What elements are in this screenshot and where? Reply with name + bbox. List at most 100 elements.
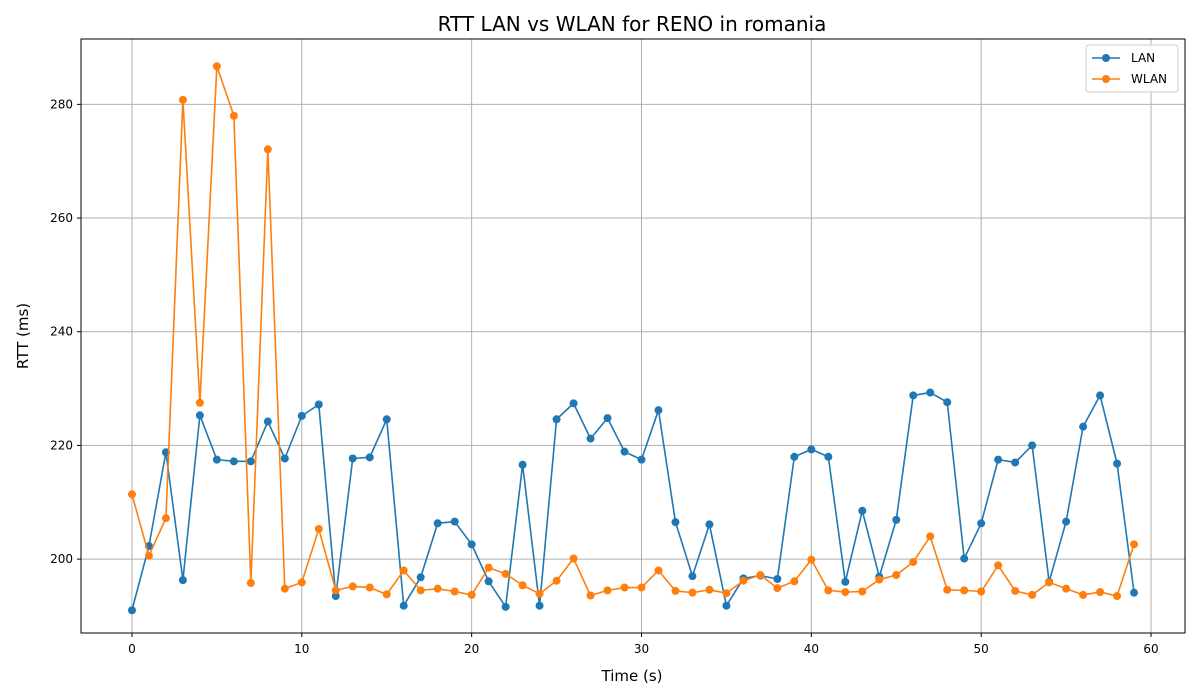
- data-point-lan: [620, 447, 629, 456]
- data-point-wlan: [382, 590, 391, 599]
- data-point-wlan: [773, 584, 782, 593]
- data-point-lan: [977, 519, 986, 528]
- data-point-wlan: [705, 585, 714, 594]
- data-point-lan: [348, 454, 357, 463]
- data-point-wlan: [654, 566, 663, 575]
- x-tick-label: 30: [634, 642, 649, 656]
- data-point-lan: [127, 606, 136, 615]
- data-point-wlan: [807, 555, 816, 564]
- data-point-lan: [178, 576, 187, 585]
- data-point-lan: [297, 411, 306, 420]
- data-point-wlan: [1028, 590, 1037, 599]
- data-point-lan: [671, 518, 680, 527]
- data-point-lan: [637, 455, 646, 464]
- data-point-wlan: [688, 588, 697, 597]
- data-point-wlan: [756, 571, 765, 580]
- data-point-lan: [858, 506, 867, 515]
- data-point-wlan: [1130, 540, 1139, 549]
- data-point-lan: [229, 457, 238, 466]
- data-point-wlan: [671, 586, 680, 595]
- x-axis-label: Time (s): [601, 667, 663, 685]
- data-point-lan: [246, 457, 255, 466]
- data-point-wlan: [569, 554, 578, 563]
- data-point-wlan: [620, 583, 629, 592]
- y-tick-label: 280: [50, 97, 73, 111]
- data-point-wlan: [1045, 578, 1054, 587]
- data-point-wlan: [331, 586, 340, 595]
- data-point-wlan: [212, 62, 221, 71]
- data-point-wlan: [263, 145, 272, 154]
- data-point-wlan: [348, 582, 357, 591]
- data-point-wlan: [178, 95, 187, 104]
- data-point-lan: [212, 455, 221, 464]
- legend-label-wlan: WLAN: [1131, 72, 1167, 86]
- y-axis-label: RTT (ms): [14, 303, 32, 369]
- data-point-wlan: [926, 532, 935, 541]
- data-point-lan: [603, 414, 612, 423]
- series-wlan: [127, 62, 1139, 601]
- data-point-wlan: [603, 586, 612, 595]
- data-point-lan: [195, 411, 204, 420]
- data-point-lan: [1079, 422, 1088, 431]
- data-point-lan: [433, 519, 442, 528]
- chart-title: RTT LAN vs WLAN for RENO in romania: [438, 12, 827, 36]
- data-point-wlan: [535, 589, 544, 598]
- data-point-lan: [654, 406, 663, 415]
- data-point-lan: [943, 398, 952, 407]
- x-tick-label: 10: [294, 642, 309, 656]
- data-point-wlan: [960, 586, 969, 595]
- y-tick-label: 240: [50, 325, 73, 339]
- data-point-lan: [586, 434, 595, 443]
- plot-frame: [80, 38, 1186, 634]
- data-point-wlan: [161, 514, 170, 523]
- data-point-lan: [909, 391, 918, 400]
- series-line-lan: [131, 391, 1135, 611]
- data-point-wlan: [144, 551, 153, 560]
- data-point-lan: [994, 455, 1003, 464]
- data-point-lan: [569, 399, 578, 408]
- data-point-wlan: [722, 589, 731, 598]
- data-point-lan: [280, 454, 289, 463]
- x-tick-label: 0: [128, 642, 136, 656]
- data-point-lan: [518, 460, 527, 469]
- data-point-lan: [790, 452, 799, 461]
- data-point-wlan: [314, 524, 323, 533]
- data-point-lan: [841, 577, 850, 586]
- data-point-wlan: [246, 578, 255, 587]
- data-point-wlan: [943, 585, 952, 594]
- data-point-lan: [263, 417, 272, 426]
- data-point-wlan: [790, 577, 799, 586]
- data-point-wlan: [739, 576, 748, 585]
- data-point-wlan: [1011, 586, 1020, 595]
- series-layer: [127, 62, 1139, 615]
- data-point-wlan: [1062, 584, 1071, 593]
- data-point-lan: [722, 601, 731, 610]
- legend-marker-lan: [1102, 54, 1110, 62]
- data-point-wlan: [433, 584, 442, 593]
- data-point-lan: [1130, 588, 1139, 597]
- data-point-wlan: [518, 581, 527, 590]
- data-point-lan: [416, 573, 425, 582]
- data-point-wlan: [1113, 592, 1122, 601]
- data-point-wlan: [297, 578, 306, 587]
- data-point-wlan: [552, 576, 561, 585]
- data-point-lan: [501, 602, 510, 611]
- data-point-wlan: [824, 586, 833, 595]
- data-point-wlan: [909, 557, 918, 566]
- data-point-wlan: [994, 561, 1003, 570]
- data-point-lan: [688, 572, 697, 581]
- data-point-lan: [773, 575, 782, 583]
- data-point-wlan: [450, 587, 459, 596]
- data-point-wlan: [195, 398, 204, 407]
- data-point-wlan: [280, 584, 289, 593]
- data-point-wlan: [467, 590, 476, 599]
- x-tick-label: 20: [464, 642, 479, 656]
- data-point-wlan: [892, 571, 901, 580]
- data-point-wlan: [127, 490, 136, 499]
- y-tick-label: 200: [50, 552, 73, 566]
- x-tick-label: 40: [804, 642, 819, 656]
- data-point-lan: [399, 601, 408, 610]
- data-point-lan: [552, 415, 561, 424]
- data-point-lan: [1028, 441, 1037, 450]
